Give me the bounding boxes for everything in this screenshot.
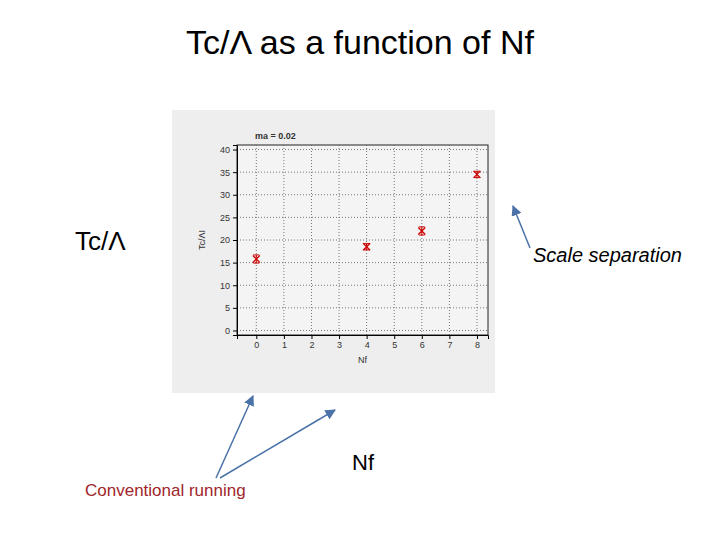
x-tick-mark <box>284 335 285 339</box>
y-tick-mark <box>233 330 237 331</box>
x-tick: 8 <box>475 335 480 350</box>
x-tick: 5 <box>392 335 397 350</box>
grid-line <box>237 194 488 195</box>
y-tick-label: 35 <box>220 168 230 178</box>
arrow <box>220 410 335 478</box>
y-axis-title: Tc/ΛI <box>197 230 207 250</box>
x-tick: 3 <box>337 335 342 350</box>
grid-line <box>237 307 488 308</box>
x-tick-label: 3 <box>337 340 342 350</box>
y-tick: 20 <box>220 235 237 245</box>
grid-line <box>237 217 488 218</box>
data-point <box>363 243 370 250</box>
x-tick-label: 5 <box>392 340 397 350</box>
y-tick-label: 30 <box>220 190 230 200</box>
x-axis-line <box>238 336 489 340</box>
y-tick: 0 <box>225 326 237 336</box>
data-point <box>253 256 260 263</box>
x-tick: 2 <box>309 335 314 350</box>
x-tick: 4 <box>365 335 370 350</box>
y-tick-mark <box>233 240 237 241</box>
y-tick-label: 0 <box>225 326 230 336</box>
y-tick: 30 <box>220 190 237 200</box>
grid-line <box>237 262 488 263</box>
y-tick-label: 25 <box>220 213 230 223</box>
y-tick: 40 <box>220 145 237 155</box>
x-tick-label: 1 <box>282 340 287 350</box>
grid-line <box>283 145 284 335</box>
y-tick: 10 <box>220 281 237 291</box>
error-bar <box>253 255 259 263</box>
y-tick: 15 <box>220 258 237 268</box>
y-tick: 5 <box>225 303 237 313</box>
x-tick-mark <box>477 335 478 339</box>
grid-line <box>237 240 488 241</box>
data-point <box>418 227 425 234</box>
arrow <box>216 396 253 478</box>
x-caption: Nf <box>352 450 375 475</box>
annotation: Conventional running <box>85 481 246 500</box>
grid-line <box>237 285 488 286</box>
error-bar <box>364 244 370 250</box>
x-axis: 0 1 2 3 4 5 6 7 8 <box>238 335 489 350</box>
grid-line <box>449 145 450 335</box>
y-tick-label: 15 <box>220 258 230 268</box>
x-tick: 0 <box>254 335 259 350</box>
arrows <box>216 206 530 478</box>
x-tick-mark <box>367 335 368 339</box>
x-tick-mark <box>394 335 395 339</box>
grid-line <box>311 145 312 335</box>
y-tick-mark <box>233 195 237 196</box>
y-tick-label: 20 <box>220 235 230 245</box>
x-tick-mark <box>449 335 450 339</box>
x-axis-title: Nf <box>358 355 367 365</box>
chart-panel <box>172 110 495 393</box>
y-tick: 35 <box>220 168 237 178</box>
y-tick-mark <box>233 172 237 173</box>
y-tick-label: 5 <box>225 303 230 313</box>
x-tick-label: 2 <box>309 340 314 350</box>
arrow <box>513 206 530 248</box>
y-tick-mark <box>233 263 237 264</box>
chart-title: ma = 0.02 <box>255 131 296 141</box>
x-tick-mark <box>422 335 423 339</box>
data-marks <box>253 171 481 263</box>
y-tick: 25 <box>220 213 237 223</box>
grid-line <box>421 145 422 335</box>
x-tick-label: 8 <box>475 340 480 350</box>
x-tick-mark <box>311 335 312 339</box>
grid-line <box>237 330 488 331</box>
y-tick-mark <box>233 217 237 218</box>
slide: Tc/Λ as a function of NfTc/ΛNf0123456780… <box>0 0 720 540</box>
annotation: Scale separation <box>533 244 682 266</box>
y-tick-label: 10 <box>220 281 230 291</box>
error-bar <box>474 171 480 177</box>
y-tick-mark <box>233 285 237 286</box>
x-tick-label: 7 <box>447 340 452 350</box>
grid-line <box>237 172 488 173</box>
x-tick-label: 4 <box>365 340 370 350</box>
x-tick-label: 0 <box>254 340 259 350</box>
grid-line <box>237 149 488 150</box>
y-axis: 0 5 10 15 20 25 30 35 40 <box>220 145 238 336</box>
x-tick: 6 <box>420 335 425 350</box>
y-axis-line <box>233 146 238 336</box>
y-tick-mark <box>233 308 237 309</box>
x-tick-mark <box>256 335 257 339</box>
x-tick-mark <box>339 335 340 339</box>
data-point <box>473 171 480 178</box>
plot-frame <box>237 145 488 335</box>
y-tick-mark <box>233 150 237 151</box>
x-tick: 7 <box>447 335 452 350</box>
grid <box>237 145 488 335</box>
error-bar <box>419 227 425 235</box>
y-tick-label: 40 <box>220 145 230 155</box>
x-tick: 1 <box>282 335 287 350</box>
slide-title: Tc/Λ as a function of Nf <box>186 23 534 61</box>
x-tick-label: 6 <box>420 340 425 350</box>
y-caption: Tc/Λ <box>75 226 126 256</box>
